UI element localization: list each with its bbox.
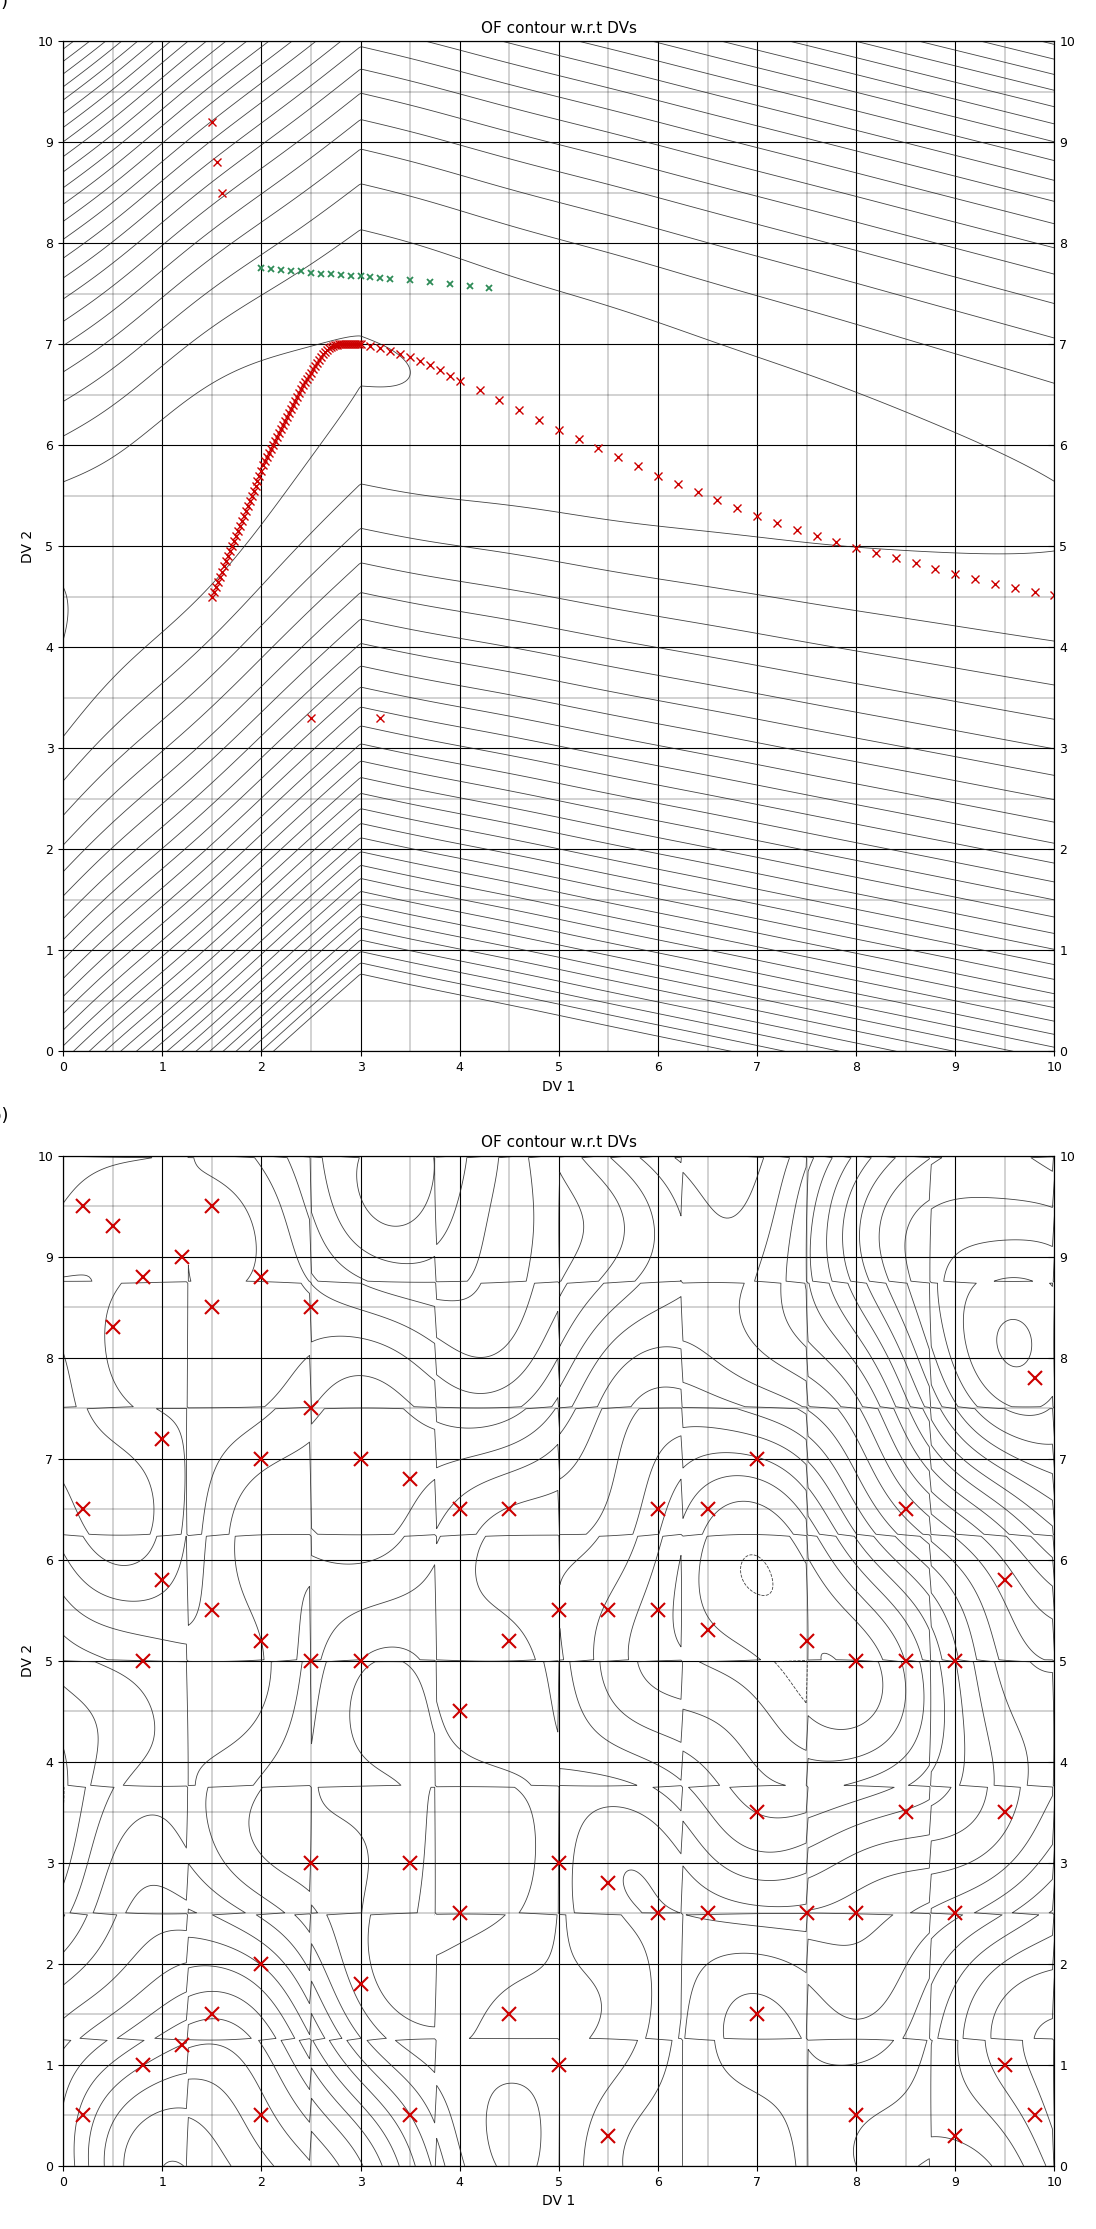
Text: (b): (b) [0,1108,10,1126]
X-axis label: DV 1: DV 1 [543,2193,575,2209]
Title: OF contour w.r.t DVs: OF contour w.r.t DVs [481,20,637,36]
X-axis label: DV 1: DV 1 [543,1079,575,1094]
Y-axis label: DV 2: DV 2 [21,531,35,564]
Y-axis label: DV 2: DV 2 [21,1645,35,1678]
Text: (a): (a) [0,0,9,11]
Title: OF contour w.r.t DVs: OF contour w.r.t DVs [481,1135,637,1150]
